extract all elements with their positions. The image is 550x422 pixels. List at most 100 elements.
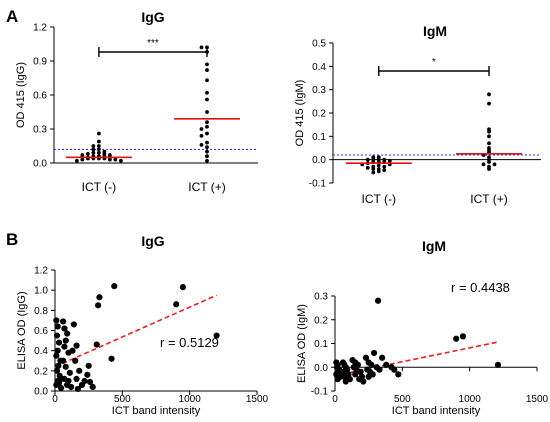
igg-corr-point	[89, 383, 96, 391]
igg-dot-y-label: OD 415 (IgG)	[15, 62, 27, 128]
igg-corr-point	[54, 347, 61, 354]
igg-corr-point	[72, 357, 79, 364]
igg-corr-point	[62, 363, 69, 370]
igg-corr-y-tick-label: 0.0	[34, 387, 48, 398]
igg-corr-y-tick-label: 1.2	[34, 266, 48, 277]
igg-corr-point	[76, 367, 83, 374]
igg-corr-point	[70, 321, 77, 328]
igg-corr-r-annotation: r = 0.5129	[160, 335, 219, 350]
igm-corr-y-tick-label: 0.0	[314, 363, 328, 374]
igg-corr-point	[53, 317, 60, 324]
igm-dot-y-tick-label: 0.1	[312, 132, 326, 143]
igm-dot-point	[481, 162, 486, 167]
igg-corr-y-tick-label: 0.8	[34, 306, 48, 317]
igg-corr-point	[173, 301, 180, 308]
igg-corr-point	[53, 367, 61, 374]
igg-dot-point	[91, 144, 96, 148]
igg-corr-point	[57, 384, 65, 392]
igm-dot-category-label: ICT (-)	[362, 192, 396, 206]
igg-dot-point	[113, 157, 118, 162]
igm-corr-point	[494, 361, 502, 368]
igm-corr-point	[368, 361, 375, 368]
igm-corr-point	[352, 371, 359, 378]
igg-dot-point	[96, 144, 101, 148]
igg-dot-y-tick-label: 0.3	[33, 125, 47, 136]
igg-dot-point	[205, 78, 209, 83]
igm-corr-point	[374, 297, 382, 304]
igg-dot-point	[80, 157, 85, 162]
igg-dot-plot: IgG 0.0 0.3 0.6 0.9 1.2 OD 415 (IgG) ICT (-) ICT…	[15, 9, 258, 194]
igm-corr-point	[395, 371, 402, 378]
igg-corr-point	[61, 325, 68, 332]
igm-corr-x-tick-label: 500	[394, 394, 411, 405]
igg-dot-point	[205, 110, 209, 114]
igg-corr-point	[73, 342, 80, 349]
igm-corr-point	[383, 361, 390, 368]
igg-corr-point	[55, 362, 62, 369]
igg-dot-point	[96, 150, 101, 155]
igg-corr-point	[93, 341, 100, 348]
igg-dot-y-tick-label: 0.9	[33, 57, 47, 68]
igg-dot-y-tick-label: 0.0	[33, 159, 47, 170]
igg-corr-point	[108, 355, 115, 362]
igm-corr-y-label: ELISA OD (IgM)	[296, 304, 308, 383]
igm-dot-point	[387, 158, 392, 163]
igg-corr-point	[111, 283, 118, 290]
igg-corr-y-tick-label: 1.0	[34, 286, 48, 297]
igm-dot-point	[487, 129, 491, 134]
igg-dot-point	[205, 149, 209, 154]
igm-corr-point	[357, 368, 364, 376]
igm-dot-point	[487, 167, 491, 171]
igg-dot-point	[107, 157, 112, 162]
igg-corr-point	[59, 357, 67, 364]
igg-dot-point	[96, 147, 101, 152]
igg-corr-point	[213, 332, 220, 339]
igm-dot-y-tick-label: 0.5	[312, 39, 326, 50]
igm-dot-y-tick-label: 0.2	[312, 109, 326, 120]
igg-corr-point	[53, 352, 60, 359]
igg-corr-point	[179, 284, 187, 291]
igg-dot-point	[118, 158, 123, 163]
igg-dot-significance: ***	[147, 38, 159, 49]
igm-dot-y-tick-label: 0.4	[312, 62, 326, 73]
igm-dot-y-tick-label: 0.3	[312, 85, 326, 96]
igg-dot-category-label: ICT (-)	[82, 180, 116, 194]
igm-dot-point	[371, 167, 376, 171]
igm-dot-significance: *	[432, 57, 436, 68]
igg-corr-y-label: ELISA OD (IgG)	[16, 291, 28, 369]
igm-corr-x-label: ICT band intensity	[392, 405, 481, 417]
igm-corr-point	[342, 378, 349, 385]
igg-dot-category-label: ICT (+)	[188, 180, 225, 194]
igm-dot-point	[365, 157, 370, 162]
igg-corr-x-tick-label: 0	[52, 394, 58, 405]
igg-dot-point	[199, 45, 204, 50]
igg-corr-trend-line	[54, 294, 217, 368]
igg-corr-x-tick-label: 500	[114, 394, 131, 405]
igm-dot-point	[376, 169, 381, 174]
igg-corr-y-tick-label: 0.2	[34, 366, 48, 377]
igm-dot-point	[487, 134, 491, 139]
igg-corr-point	[74, 385, 81, 393]
igm-corr-point	[379, 354, 386, 361]
igg-dot-point	[205, 124, 209, 129]
igg-dot-point	[205, 131, 209, 136]
igg-corr-point	[84, 371, 91, 378]
igm-corr-point	[339, 368, 347, 376]
igm-dot-title: IgM	[423, 23, 447, 39]
igg-dot-point	[91, 150, 96, 155]
igg-corr-point	[85, 362, 92, 369]
igm-correlation-plot: IgM -0.1 0.0 0.1 0.2 0.3 ELISA OD (IgM) 0 500 100…	[296, 238, 549, 417]
igm-corr-title: IgM	[422, 238, 446, 254]
igm-corr-y-tick-label: 0.2	[314, 315, 328, 326]
igm-corr-point	[360, 378, 367, 385]
igg-corr-point	[53, 332, 61, 339]
igm-dot-point	[382, 164, 387, 169]
igg-corr-point	[65, 377, 72, 385]
igg-dot-y-tick-label: 1.2	[33, 23, 47, 34]
igg-corr-point	[68, 383, 75, 391]
igm-dot-point	[487, 92, 491, 97]
igm-corr-point	[365, 373, 372, 380]
igg-corr-point	[86, 378, 94, 386]
igg-corr-point	[54, 323, 61, 330]
